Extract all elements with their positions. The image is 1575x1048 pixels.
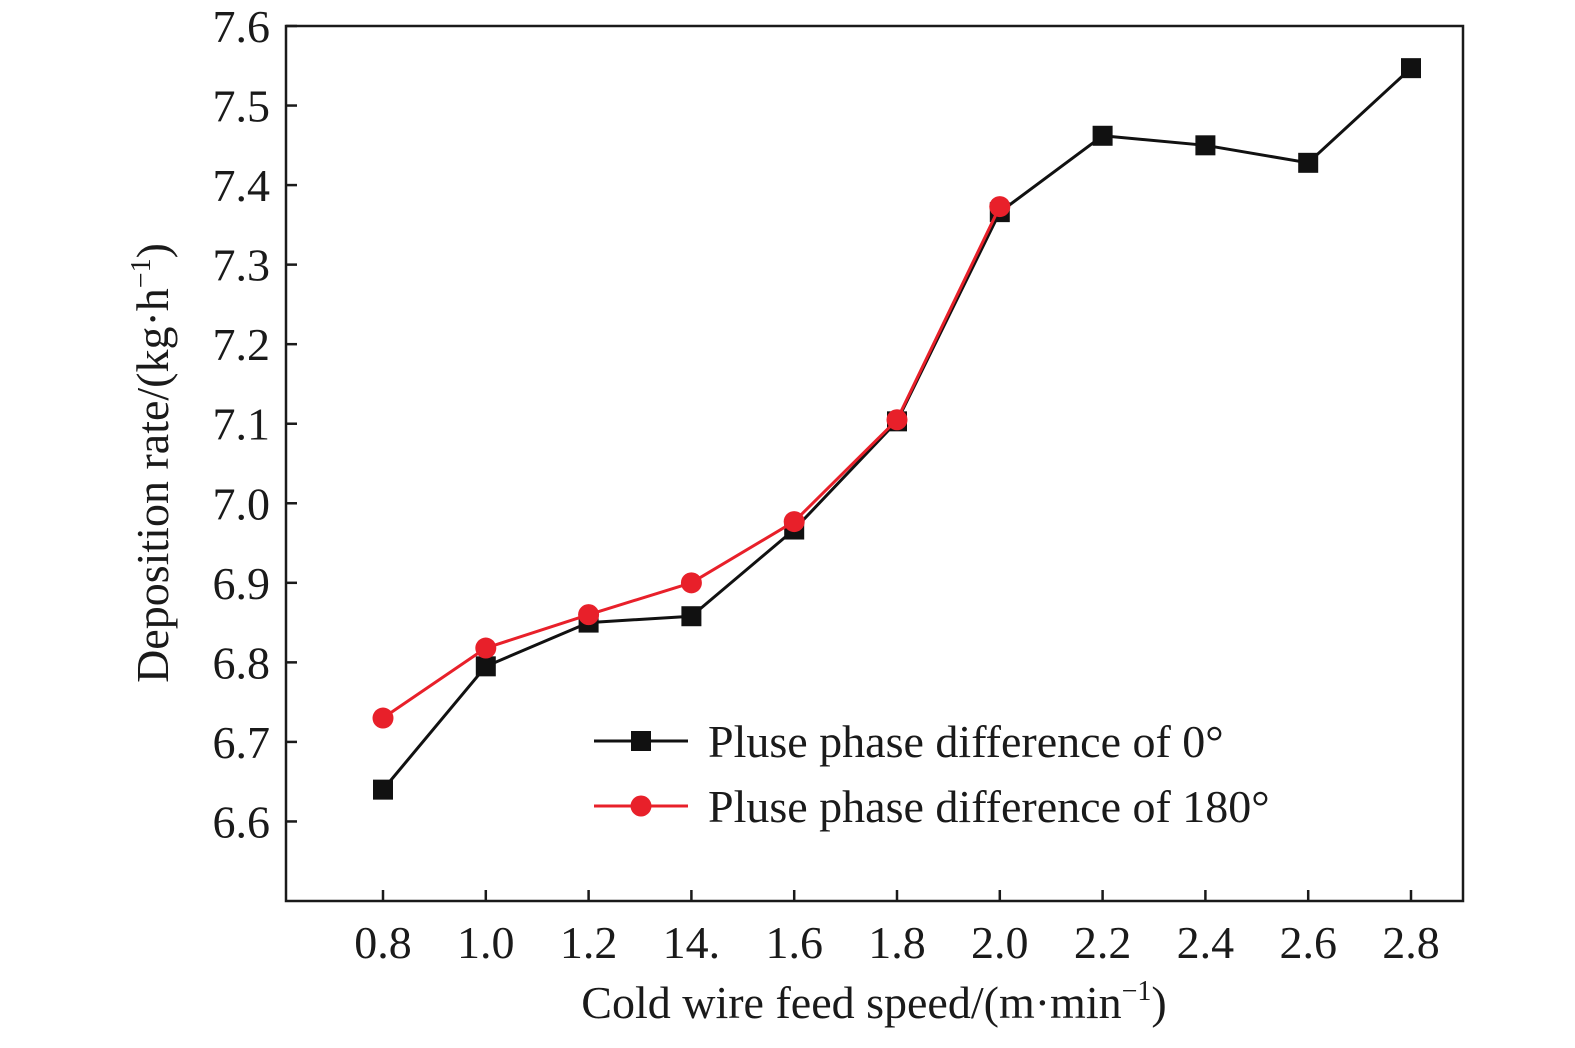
data-point-circle <box>989 196 1011 218</box>
y-axis: 6.6 6.7 6.8 6.9 7.0 7.1 7.2 7.3 7.4 7.5 7.6 <box>213 1 297 847</box>
y-tick-label: 6.6 <box>213 796 271 847</box>
legend-item-1: Pluse phase difference of 180° <box>594 781 1270 832</box>
data-point-circle <box>475 637 497 659</box>
data-point-square <box>475 656 496 677</box>
data-point-square <box>1401 58 1421 79</box>
data-point-circle <box>680 572 702 594</box>
y-tick-label: 7.3 <box>213 240 271 291</box>
y-tick-label: 7.1 <box>213 399 271 450</box>
legend-label-0: Pluse phase difference of 0° <box>708 716 1224 767</box>
legend-marker-square <box>631 731 651 751</box>
x-tick-label: 1.8 <box>868 917 926 968</box>
data-point-square <box>1092 125 1113 146</box>
data-point-circle <box>783 511 805 533</box>
y-tick-label: 6.7 <box>213 717 271 768</box>
x-tick-label: 1.2 <box>560 917 618 968</box>
data-point-circle <box>372 707 394 729</box>
y-tick-label: 7.2 <box>213 319 271 370</box>
x-tick-label: 14. <box>663 917 721 968</box>
legend: Pluse phase difference of 0° Pluse phase… <box>594 716 1270 832</box>
data-point-circle <box>886 409 908 431</box>
data-point-square <box>1195 135 1216 156</box>
legend-marker-circle <box>630 795 652 817</box>
data-point-square <box>373 779 393 800</box>
x-tick-label: 2.8 <box>1382 917 1440 968</box>
series-group <box>372 58 1421 800</box>
data-point-square <box>681 606 702 627</box>
x-tick-label: 0.8 <box>354 917 412 968</box>
y-tick-label: 6.9 <box>213 558 271 609</box>
y-axis-label: Deposition rate/(kg·h−1) <box>126 243 178 683</box>
y-tick-label: 7.4 <box>213 160 271 211</box>
data-point-square <box>1298 152 1319 173</box>
y-tick-label: 7.0 <box>213 478 271 529</box>
x-axis-label: Cold wire feed speed/(m·min−1) <box>581 976 1166 1028</box>
legend-item-0: Pluse phase difference of 0° <box>594 716 1224 767</box>
x-tick-label: 2.6 <box>1279 917 1337 968</box>
x-tick-label: 2.0 <box>971 917 1029 968</box>
plot-frame <box>284 24 1465 903</box>
x-tick-label: 2.2 <box>1074 917 1132 968</box>
y-tick-label: 6.8 <box>213 637 271 688</box>
legend-label-1: Pluse phase difference of 180° <box>708 781 1270 832</box>
y-tick-label: 7.5 <box>213 81 271 132</box>
x-tick-label: 2.4 <box>1177 917 1235 968</box>
x-tick-label: 1.6 <box>765 917 823 968</box>
x-axis: 0.8 1.0 1.2 14. 1.6 1.8 2.0 2.2 2.4 2.6 2.8 <box>354 890 1440 968</box>
plot-area <box>284 24 1465 903</box>
series-line-1 <box>382 205 1002 720</box>
x-tick-label: 1.0 <box>457 917 515 968</box>
y-tick-label: 7.6 <box>213 1 271 52</box>
data-point-circle <box>578 604 600 626</box>
